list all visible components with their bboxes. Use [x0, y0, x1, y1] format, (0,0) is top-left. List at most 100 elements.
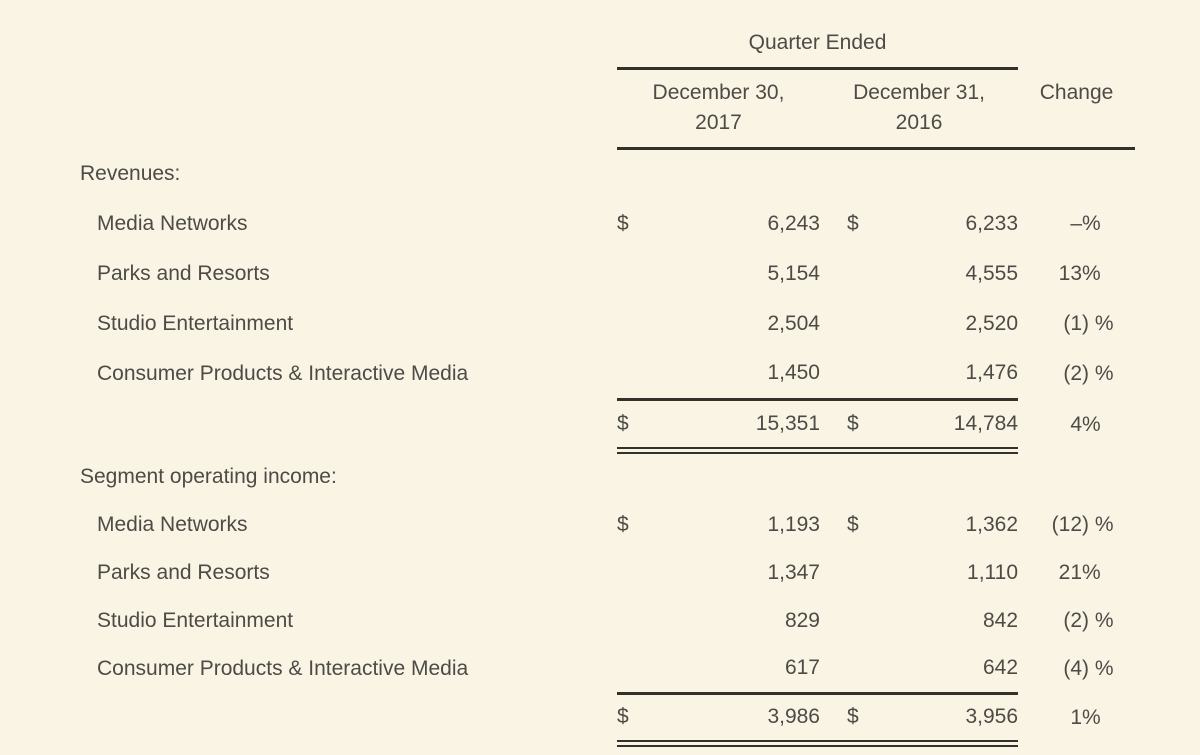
dollar-sign [617, 299, 665, 349]
gap-cell [820, 299, 847, 349]
change-suffix: % [1082, 212, 1101, 235]
change-value: (2 [1063, 609, 1083, 632]
gap-cell [820, 199, 847, 249]
value-2016: 2,520 [965, 312, 1019, 335]
dollar-sign: $ [847, 693, 895, 747]
spacer-cell [80, 20, 617, 68]
section-title-segment-operating-income: Segment operating income: [80, 465, 337, 489]
row-label: Studio Entertainment [97, 609, 294, 632]
change-suffix: % [1082, 262, 1101, 285]
table-row: Consumer Products & Interactive Media 61… [80, 645, 1135, 695]
value-2017: 617 [665, 645, 820, 695]
value-2016: 642 [895, 645, 1019, 695]
gap-cell [820, 501, 847, 549]
spacer-cell [80, 68, 617, 148]
table-row: Studio Entertainment 2,504 2,520 (1 ) % [80, 299, 1135, 349]
row-label: Consumer Products & Interactive Media [97, 362, 469, 385]
value-2017: 6,243 [767, 212, 820, 235]
column-header-line1: Change [1039, 81, 1114, 104]
section-title-revenues: Revenues: [80, 162, 181, 186]
column-header-line1: December 31, [853, 81, 985, 104]
table-row: Parks and Resorts 1,347 1,110 21 % [80, 549, 1135, 597]
gap-cell [820, 549, 847, 597]
dollar-sign [617, 249, 665, 299]
total-value-2016: 14,784 [895, 399, 1019, 454]
dollar-sign: $ [617, 399, 665, 454]
column-header-change: Change [1018, 68, 1136, 150]
value-2016: 1,476 [895, 349, 1019, 401]
change-value: (2 [1063, 362, 1083, 385]
table-row: Media Networks $ 6,243 $ 6,233 – % [80, 199, 1135, 249]
dollar-sign [847, 349, 895, 401]
row-label: Parks and Resorts [97, 561, 270, 584]
change-value: 13 [1058, 262, 1083, 285]
total-value-2016: 3,956 [895, 693, 1019, 747]
gap-cell [820, 249, 847, 299]
change-value: – [1070, 212, 1083, 235]
value-2017: 5,154 [767, 262, 820, 285]
quarterly-segment-table: Quarter Ended December 30, 2017 December… [80, 20, 1136, 747]
change-value: 21 [1058, 561, 1083, 584]
spacer-cell [80, 399, 617, 450]
quarter-ended-header: Quarter Ended [617, 20, 1019, 70]
change-suffix: ) % [1082, 609, 1114, 632]
row-label: Consumer Products & Interactive Media [97, 657, 469, 680]
gap-cell [820, 693, 847, 747]
column-header-dec-30-2017: December 30, 2017 [617, 68, 820, 150]
value-2016: 1,362 [965, 513, 1019, 536]
value-2017: 1,193 [767, 513, 820, 536]
table-row: Consumer Products & Interactive Media 1,… [80, 349, 1135, 401]
value-2017: 1,450 [665, 349, 820, 401]
spacer-cell [80, 693, 617, 743]
segment-results-sheet: Quarter Ended December 30, 2017 December… [80, 20, 1136, 747]
value-2017: 829 [784, 609, 820, 632]
table-row: December 30, 2017 December 31, 2016 Chan… [80, 68, 1136, 150]
row-label: Parks and Resorts [97, 262, 270, 285]
total-row: $ 15,351 $ 14,784 4 % [80, 399, 1135, 454]
change-suffix: ) % [1082, 312, 1114, 335]
dollar-sign: $ [617, 212, 629, 235]
dollar-sign [847, 645, 895, 695]
change-suffix: % [1082, 706, 1101, 729]
dollar-sign: $ [617, 693, 665, 747]
value-2016: 6,233 [965, 212, 1019, 235]
gap-cell [820, 349, 847, 401]
dollar-sign [617, 597, 665, 645]
total-value-2017: 15,351 [665, 399, 820, 454]
row-label: Studio Entertainment [97, 312, 294, 335]
dollar-sign [847, 299, 895, 349]
change-suffix: ) % [1082, 657, 1114, 680]
change-value: (12 [1051, 513, 1083, 536]
table-row: Parks and Resorts 5,154 4,555 13 % [80, 249, 1135, 299]
dollar-sign [847, 597, 895, 645]
dollar-sign: $ [847, 212, 859, 235]
dollar-sign [617, 549, 665, 597]
dollar-sign: $ [847, 399, 895, 454]
column-header-line1: December 30, [652, 81, 785, 104]
table-row: Studio Entertainment 829 842 (2 ) % [80, 597, 1135, 645]
change-suffix: ) % [1082, 362, 1114, 385]
gap-cell [820, 645, 847, 695]
total-row: $ 3,986 $ 3,956 1 % [80, 693, 1135, 747]
column-header-dec-31-2016: December 31, 2016 [820, 68, 1019, 150]
change-suffix: ) % [1082, 513, 1114, 536]
dollar-sign [617, 349, 665, 401]
dollar-sign [617, 645, 665, 695]
value-2016: 1,110 [967, 561, 1019, 584]
dollar-sign: $ [617, 513, 629, 536]
gap-cell [820, 597, 847, 645]
column-header-line2: 2017 [695, 111, 742, 134]
row-label: Media Networks [97, 212, 248, 235]
change-suffix: % [1082, 412, 1101, 436]
value-2016: 4,555 [965, 262, 1019, 285]
change-value: 1 [1070, 706, 1083, 729]
change-value: (4 [1063, 657, 1083, 680]
value-2016: 842 [982, 609, 1019, 632]
table-row: Media Networks $ 1,193 $ 1,362 (12 ) % [80, 501, 1135, 549]
table-row: Revenues: [80, 148, 1135, 199]
spacer-cell [1018, 20, 1135, 68]
table-row: Quarter Ended [80, 20, 1135, 70]
value-2017: 1,347 [767, 561, 820, 584]
change-value: 4 [1070, 412, 1083, 436]
